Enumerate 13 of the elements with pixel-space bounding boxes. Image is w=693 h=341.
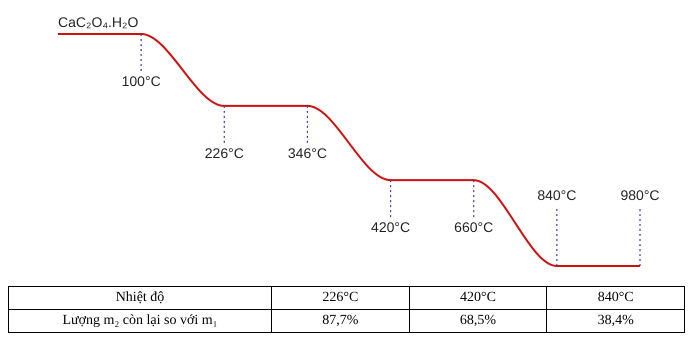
text: CaC₂O₄.H₂O [58, 14, 138, 30]
text: 840°C [546, 286, 684, 310]
text: 226°C [272, 286, 410, 310]
text: 420°C [409, 286, 547, 310]
text: Nhiệt độ [8, 286, 272, 310]
text: 68,5% [409, 310, 547, 332]
x-tick-label: 346°C [288, 144, 327, 161]
text: Lượng m₂ còn lại so với m₁ [8, 310, 272, 332]
x-tick-label: 980°C [620, 186, 660, 203]
text: 38,4% [546, 310, 684, 332]
text: 87,7% [272, 310, 410, 332]
x-tick-label: 660°C [454, 219, 494, 236]
x-tick-label: 100°C [122, 72, 161, 89]
